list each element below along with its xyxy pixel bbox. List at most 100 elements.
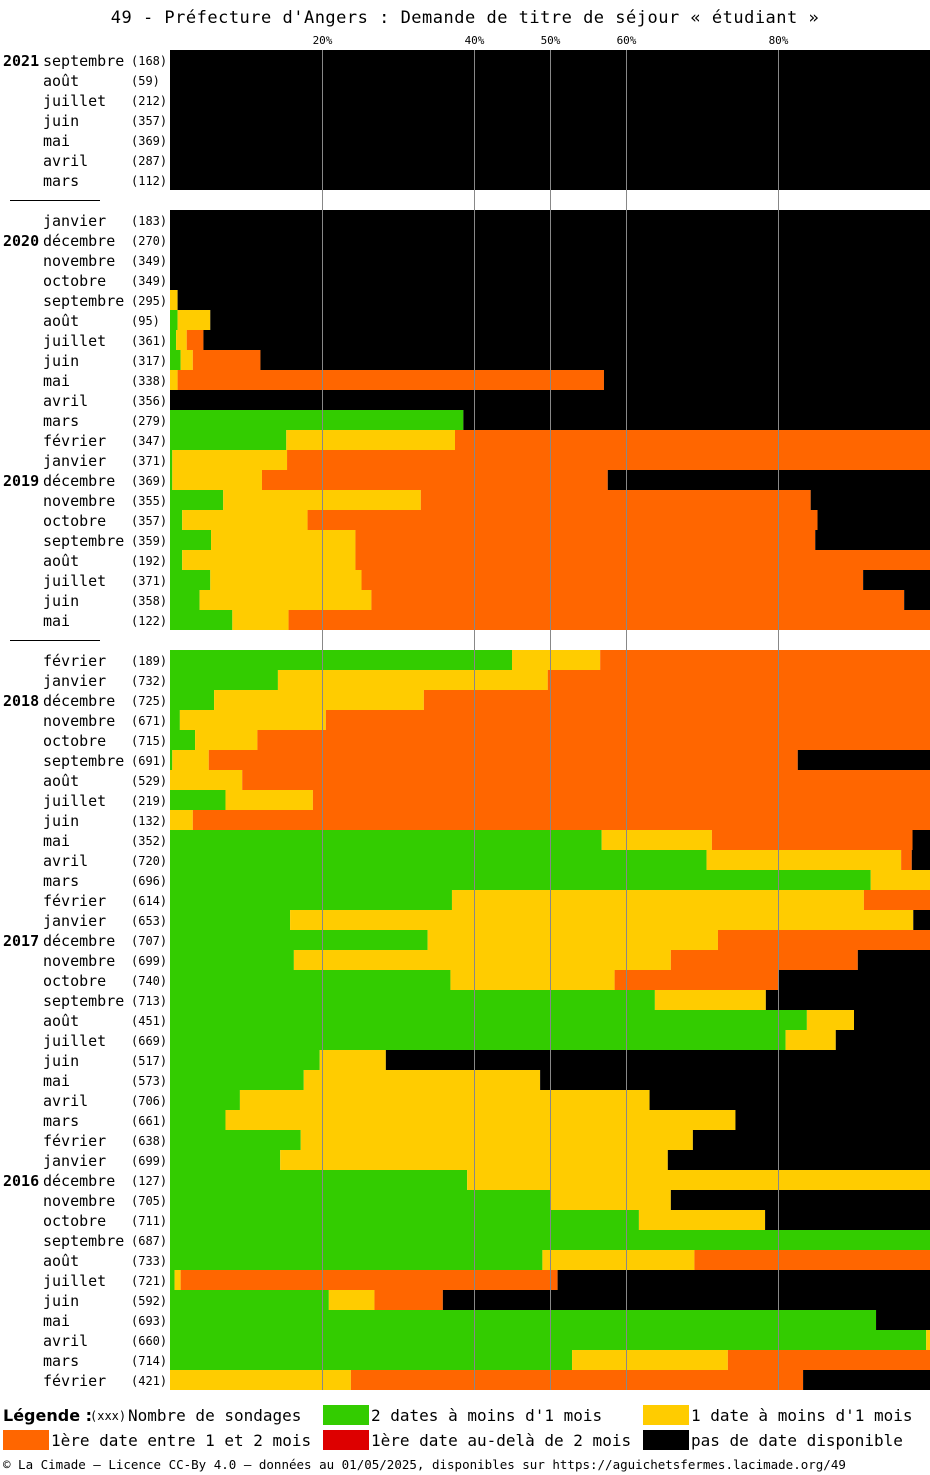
bar-segment-yellow [572,1350,728,1370]
bar-segment-black [667,1150,930,1170]
bar-segment-black [203,330,930,350]
count-label: (168) [131,54,167,68]
bar-segment-yellow [654,990,766,1010]
bar-segment-yellow [172,750,209,770]
month-label: janvier [43,912,106,930]
month-label: janvier [43,1152,106,1170]
month-label: janvier [43,212,106,230]
count-label: (653) [131,914,167,928]
month-label: février [43,1132,106,1150]
month-label: septembre [43,752,124,770]
bar-segment-orange [863,890,930,910]
month-label: juillet [43,1272,106,1290]
count-label: (714) [131,1354,167,1368]
bar-segment-green [170,330,177,350]
bar-segment-green [170,550,183,570]
legend-label-red: 1ère date au-delà de 2 mois [371,1431,632,1450]
month-label: février [43,652,106,670]
bar-segment-orange [420,490,811,510]
bar-segment-orange [192,810,930,830]
count-label: (711) [131,1214,167,1228]
bar-segment-yellow [542,1250,695,1270]
bar-segment-green [170,1210,639,1230]
month-label: août [43,72,79,90]
bar-segment-green [170,1350,573,1370]
month-label: décembre [43,1172,115,1190]
bar-segment-black [765,1210,930,1230]
bar-segment-black [817,510,930,530]
bar-segment-orange [374,1290,443,1310]
count-label: (687) [131,1234,167,1248]
count-label: (192) [131,554,167,568]
x-tick-label: 20% [313,34,333,47]
bar-segment-orange [600,650,930,670]
bar-segment-green [170,530,212,550]
count-label: (371) [131,454,167,468]
bar-segment-yellow [239,1090,650,1110]
month-label: août [43,552,79,570]
bar-segment-orange [180,1270,558,1290]
count-label: (660) [131,1334,167,1348]
month-label: mai [43,832,70,850]
month-label: mars [43,1112,79,1130]
month-label: mai [43,1312,70,1330]
year-label: 2017 [3,932,39,950]
count-label: (691) [131,754,167,768]
bar-segment-yellow [174,1270,181,1290]
month-label: février [43,432,106,450]
bar-segment-black [385,1050,930,1070]
month-label: septembre [43,992,124,1010]
month-label: novembre [43,1192,115,1210]
bar-segment-green [170,1250,543,1270]
bar-segment-green [170,890,452,910]
bar-segment-yellow [300,1130,693,1150]
month-label: juillet [43,332,106,350]
bar-segment-green [170,870,871,890]
bar-segment-black [912,830,930,850]
month-label: juillet [43,1032,106,1050]
bar-segment-orange [423,690,930,710]
bar-segment-green [170,310,178,330]
month-label: juillet [43,572,106,590]
month-label: janvier [43,452,106,470]
bar-segment-yellow [199,590,372,610]
bar-segment-yellow [180,350,193,370]
count-label: (696) [131,874,167,888]
bar-segment-orange [547,670,930,690]
bar-segment-green [170,1310,877,1330]
month-label: juillet [43,792,106,810]
month-label: novembre [43,492,115,510]
bar-segment-black [649,1090,930,1110]
bar-segment-black [442,1290,930,1310]
bar-segment-green [170,570,211,590]
bar-segment-yellow [232,610,289,630]
bar-segment-yellow [806,1010,854,1030]
bar-segment-green [170,790,226,810]
bar-segment-orange [192,350,261,370]
bar-segment-orange [261,470,608,490]
legend-label-black: pas de date disponible [691,1431,903,1450]
count-label: (369) [131,474,167,488]
month-label: décembre [43,932,115,950]
bar-segment-black [913,910,930,930]
month-label: septembre [43,292,124,310]
count-label: (279) [131,414,167,428]
bar-segment-black [835,1030,930,1050]
bar-segment-orange [177,370,604,390]
bar-segment-black [876,1310,930,1330]
count-label: (669) [131,1034,167,1048]
month-label: avril [43,1092,88,1110]
bar-segment-orange [727,1350,930,1370]
count-label: (361) [131,334,167,348]
bar-segment-black [765,990,930,1010]
bar-segment-black [803,1370,930,1390]
count-label: (592) [131,1294,167,1308]
month-label: juin [43,1052,79,1070]
bar-segment-yellow [303,1070,541,1090]
month-label: mai [43,612,70,630]
bar-segment-black [603,370,930,390]
count-label: (699) [131,1154,167,1168]
bar-segment-green [170,590,200,610]
bar-segment-green [170,710,180,730]
bar-segment-black [607,470,930,490]
